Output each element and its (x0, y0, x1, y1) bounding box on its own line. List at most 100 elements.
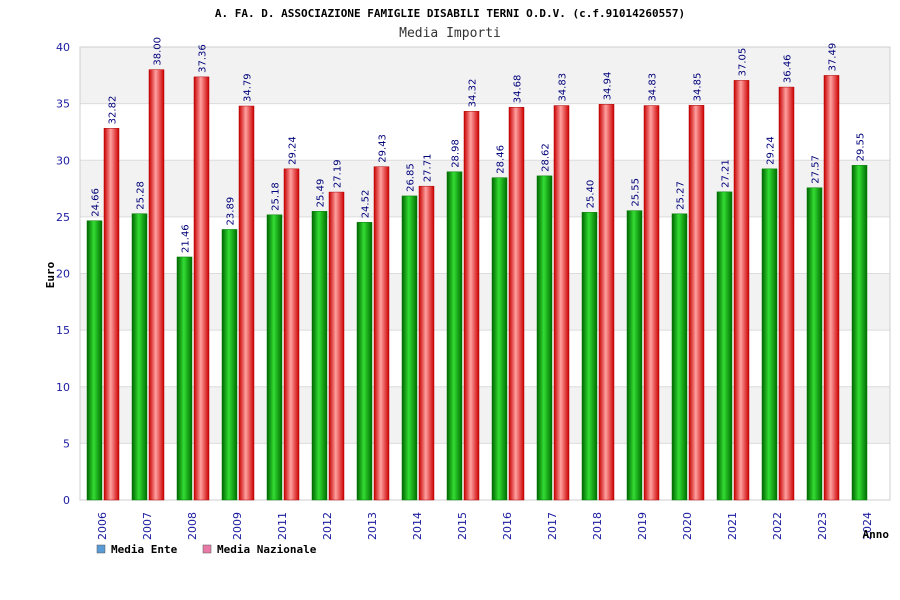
x-tick-label: 2008 (186, 512, 199, 540)
bar-media-ente (221, 229, 238, 501)
x-axis-label: Anno (863, 528, 890, 541)
bar-media-nazionale (508, 106, 525, 501)
bar-media-ente (86, 220, 103, 501)
chart-title: A. FA. D. ASSOCIAZIONE FAMIGLIE DISABILI… (215, 7, 685, 20)
bar-media-ente (536, 175, 553, 501)
y-tick-label: 30 (56, 154, 70, 167)
y-tick-label: 0 (63, 494, 70, 507)
data-label: 29.43 (378, 134, 389, 163)
data-label: 37.49 (828, 43, 839, 72)
bar-media-nazionale (553, 105, 570, 501)
plot-band (80, 443, 890, 500)
data-label: 26.85 (406, 163, 417, 192)
x-tick-label: 2020 (681, 512, 694, 540)
y-axis-label: Euro (44, 261, 57, 288)
x-axis-ticks: 2006 2007 2008 2009 2011 2012 2013 2014 2015 2016… (96, 512, 874, 540)
data-label: 34.32 (468, 79, 479, 108)
legend: Media Ente Media Nazionale (96, 543, 317, 556)
plot-band (80, 386, 890, 444)
data-label: 27.57 (811, 155, 822, 184)
y-tick-label: 20 (56, 268, 70, 281)
data-label: 27.21 (721, 159, 732, 188)
plot-band (80, 273, 890, 331)
bar-media-nazionale (598, 104, 615, 501)
bar-media-ente (716, 191, 733, 501)
bar-media-nazionale (643, 105, 660, 501)
bar-media-ente (131, 213, 148, 501)
y-tick-label: 35 (56, 98, 70, 111)
y-tick-label: 40 (56, 41, 70, 54)
bar-media-ente (581, 212, 598, 501)
data-label: 38.00 (153, 37, 164, 66)
plot-frame (79, 46, 891, 501)
bar-media-nazionale (688, 105, 705, 501)
bar-media-ente (761, 168, 778, 501)
data-label: 25.49 (316, 179, 327, 208)
data-label: 34.79 (243, 73, 254, 102)
x-tick-label: 2021 (726, 512, 739, 540)
plot-band (80, 330, 890, 387)
plot-band (80, 216, 890, 274)
y-tick-label: 25 (56, 211, 70, 224)
x-tick-label: 2017 (546, 512, 559, 540)
x-tick-label: 2016 (501, 512, 514, 540)
data-label: 25.28 (136, 181, 147, 210)
x-tick-label: 2015 (456, 512, 469, 540)
x-tick-label: 2023 (816, 512, 829, 540)
data-label: 23.89 (226, 197, 237, 226)
data-label: 27.19 (333, 159, 344, 188)
data-label: 34.83 (648, 73, 659, 102)
bar-media-nazionale (103, 128, 120, 501)
plot-band (80, 103, 890, 161)
bar-media-nazionale (733, 80, 750, 501)
data-label: 25.40 (586, 180, 597, 209)
bar-media-ente (401, 195, 418, 501)
legend-swatch (202, 544, 212, 554)
bar-media-ente (446, 171, 463, 501)
data-label: 34.85 (693, 73, 704, 102)
data-label: 21.46 (181, 224, 192, 253)
x-tick-label: 2018 (591, 512, 604, 540)
bar-media-ente (311, 211, 328, 501)
data-label: 28.62 (541, 143, 552, 172)
y-tick-label: 5 (63, 437, 70, 450)
data-labels: 24.66 32.82 25.28 38.00 21.46 37.36 23.89 34.79… (91, 37, 867, 253)
bar-media-nazionale (148, 69, 165, 501)
y-axis-ticks: 0 5 10 15 20 25 30 35 40 (56, 41, 70, 507)
data-label: 37.36 (198, 44, 209, 73)
x-tick-label: 2012 (321, 512, 334, 540)
bar-media-nazionale (238, 105, 255, 501)
data-label: 34.68 (513, 75, 524, 104)
x-tick-label: 2011 (276, 512, 289, 540)
data-label: 29.55 (856, 133, 867, 162)
x-tick-label: 2022 (771, 512, 784, 540)
bar-media-nazionale (193, 76, 210, 501)
bar-media-ente (491, 177, 508, 501)
x-tick-label: 2007 (141, 512, 154, 540)
bar-media-ente (671, 213, 688, 501)
legend-label: Media Ente (111, 543, 178, 556)
bars (86, 69, 868, 501)
bar-media-nazionale (373, 166, 390, 501)
bar-media-ente (176, 256, 193, 501)
data-label: 32.82 (108, 96, 119, 125)
bar-media-ente (806, 187, 823, 501)
plot-background (80, 47, 890, 500)
data-label: 34.94 (603, 72, 614, 101)
bar-media-ente (626, 210, 643, 501)
data-label: 24.52 (361, 190, 372, 219)
y-tick-label: 10 (56, 381, 70, 394)
x-tick-label: 2014 (411, 512, 424, 540)
data-label: 28.46 (496, 145, 507, 174)
bar-media-nazionale (823, 75, 840, 501)
legend-label: Media Nazionale (217, 543, 317, 556)
data-label: 34.83 (558, 73, 569, 102)
data-label: 37.05 (738, 48, 749, 77)
data-label: 29.24 (288, 136, 299, 165)
bar-media-nazionale (328, 191, 345, 501)
data-label: 24.66 (91, 188, 102, 217)
x-tick-label: 2024 (861, 512, 874, 540)
bar-media-nazionale (778, 86, 795, 501)
chart-subtitle: Media Importi (399, 26, 501, 41)
